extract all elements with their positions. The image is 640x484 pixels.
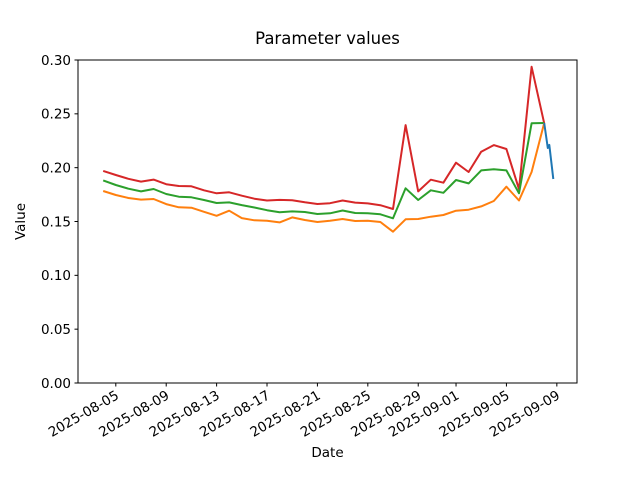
y-tick-label: 0.20: [41, 160, 71, 176]
red-series-line: [102, 65, 546, 210]
x-axis-label: Date: [311, 445, 343, 461]
series-lines: [102, 65, 555, 233]
green-series-line: [102, 122, 545, 220]
chart-title: Parameter values: [255, 29, 400, 48]
orange-series-line: [102, 122, 546, 233]
y-axis-label: Value: [13, 203, 29, 240]
y-tick-label: 0.15: [41, 214, 71, 230]
y-tick-label: 0.25: [41, 107, 71, 123]
y-tick-label: 0.10: [41, 268, 71, 284]
blue-series-line: [543, 122, 555, 180]
y-tick-label: 0.00: [41, 376, 71, 392]
y-axis-ticks: 0.00 0.05 0.10 0.15 0.20 0.25 0.30: [41, 53, 78, 392]
y-tick-label: 0.30: [41, 53, 71, 69]
y-tick-label: 0.05: [41, 322, 71, 338]
